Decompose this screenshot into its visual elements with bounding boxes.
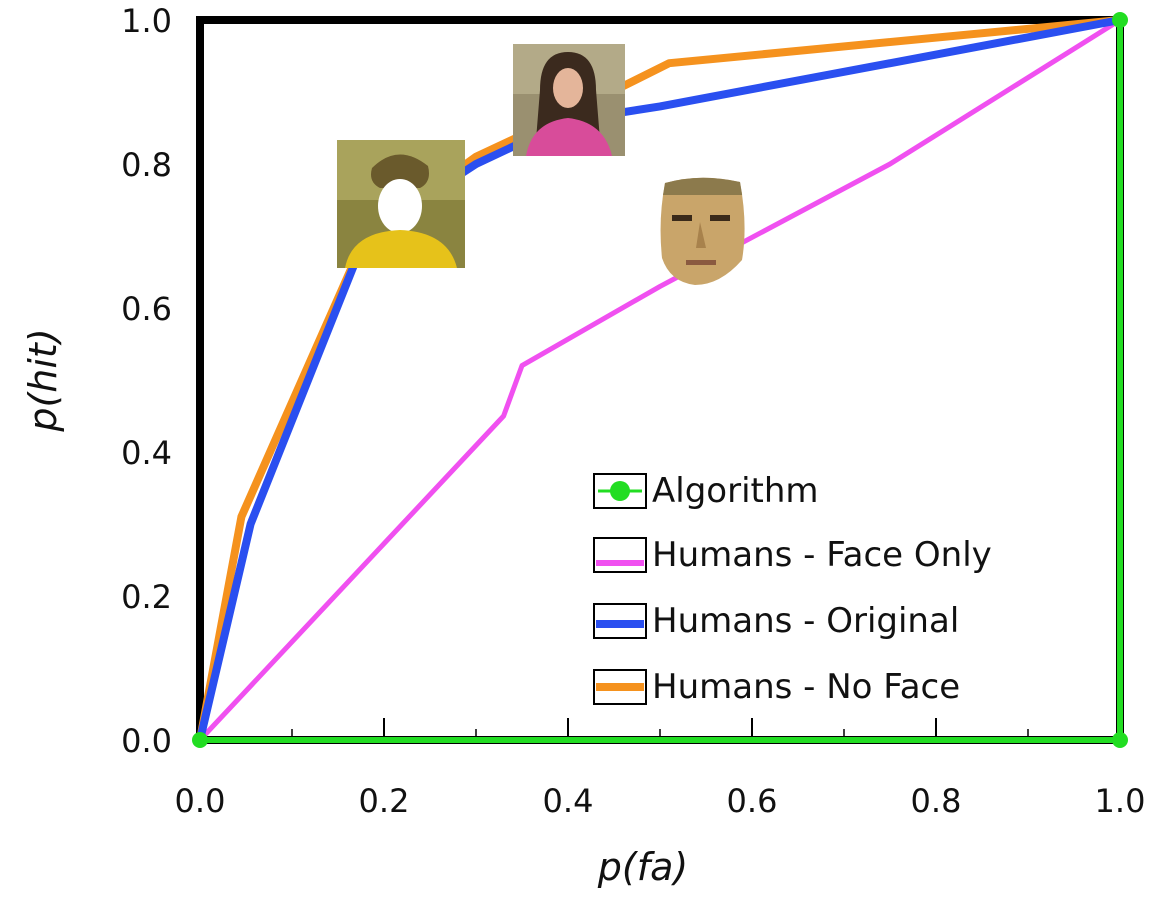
legend-item-algorithm: Algorithm: [593, 471, 819, 511]
y-axis-title: p(hit): [21, 328, 65, 432]
series-line-humans-face-only: [197, 17, 1123, 743]
x-axis-title: p(fa): [597, 845, 688, 889]
legend: Algorithm Humans - Face Only Humans - Or…: [593, 471, 992, 707]
ticks-layer: 0.0 0.2 0.4 0.6 0.8 1.0 0.0 0.2 0.4 0.6 0.8 1.0: [121, 2, 1145, 820]
algorithm-point: [1112, 12, 1128, 28]
y-tick-label: 0.6: [121, 290, 172, 328]
face-only-thumbnail: [660, 177, 745, 285]
series-line-humans-original: [196, 16, 1124, 744]
algorithm-point: [192, 732, 208, 748]
legend-item-face-only: Humans - Face Only: [593, 535, 992, 575]
legend-label-no-face: Humans - No Face: [652, 667, 960, 707]
no-face-thumbnail: [337, 140, 465, 268]
y-tick-label: 0.2: [121, 578, 172, 616]
algorithm-point: [1112, 732, 1128, 748]
x-tick-label: 0.8: [911, 782, 962, 820]
original-thumbnail: [513, 44, 625, 156]
legend-label-original: Humans - Original: [652, 601, 959, 641]
y-tick-label: 0.8: [121, 146, 172, 184]
y-tick-label: 1.0: [121, 2, 172, 40]
plot-frame-top-left: [196, 16, 1120, 740]
x-tick-label: 0.6: [727, 782, 778, 820]
x-tick-label: 0.2: [359, 782, 410, 820]
x-tick-label: 0.4: [543, 782, 594, 820]
legend-label-face-only: Humans - Face Only: [652, 535, 992, 575]
x-tick-label: 1.0: [1095, 782, 1146, 820]
series-line-humans-no-face: [196, 16, 1124, 744]
y-tick-label: 0.0: [121, 722, 172, 760]
legend-label-algorithm: Algorithm: [652, 471, 819, 511]
legend-item-no-face: Humans - No Face: [593, 667, 960, 707]
series-layer: [192, 12, 1128, 748]
x-tick-label: 0.0: [175, 782, 226, 820]
legend-item-original: Humans - Original: [593, 601, 959, 641]
y-tick-label: 0.4: [121, 434, 172, 472]
